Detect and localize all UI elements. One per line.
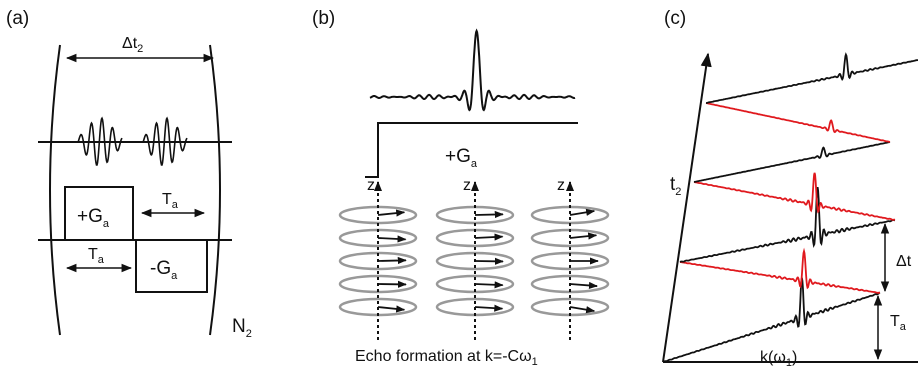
label-sub: 2 — [246, 328, 252, 340]
label-sub: a — [103, 218, 110, 230]
panel-a — [38, 44, 232, 336]
spin-vector — [569, 281, 598, 290]
positive-gradient — [64, 186, 134, 241]
ta-label: Ta — [890, 313, 907, 333]
label-sub: 2 — [675, 186, 681, 198]
panel-b — [365, 122, 578, 178]
label-sub: a — [98, 254, 105, 266]
panel-c — [662, 52, 918, 363]
signal — [693, 141, 891, 183]
label-sub: 2 — [137, 43, 143, 55]
label-sub: a — [171, 270, 178, 282]
gradient-label: -Ga — [150, 258, 178, 282]
signal — [706, 52, 918, 104]
spin-vector — [474, 281, 504, 289]
signal — [705, 102, 891, 143]
label-sub: a — [172, 199, 179, 211]
label-base: Echo formation at k=-Cω — [355, 348, 532, 365]
echo-wavelet — [142, 116, 188, 166]
signal — [679, 247, 880, 294]
spin-vector — [474, 304, 504, 312]
delta-t-label: Δt — [896, 253, 912, 270]
signal — [679, 186, 896, 263]
label-sub: a — [900, 321, 907, 333]
panel-label: (c) — [664, 8, 686, 29]
label-base: T — [890, 313, 900, 330]
gradient-label: +Ga — [445, 146, 478, 170]
bracket-right — [209, 44, 221, 336]
bracket-left — [49, 44, 61, 336]
spin-vector — [474, 210, 504, 219]
ta-label: Ta — [162, 191, 179, 211]
label-base: k(ω — [760, 349, 786, 366]
label-base: N — [232, 316, 246, 337]
spin-vector — [377, 305, 406, 313]
spin-vector — [377, 209, 406, 217]
t-axis — [662, 52, 712, 363]
spin-vector — [474, 233, 504, 241]
label-base: +G — [77, 206, 103, 227]
panel-label: (b) — [312, 8, 335, 29]
label-sub: 1 — [532, 356, 538, 368]
t-axis-label: t2 — [670, 174, 681, 198]
label-tail: ) — [792, 349, 797, 366]
signal — [693, 172, 895, 221]
delta-t-label: Δt2 — [122, 35, 143, 55]
ta-label: Ta — [88, 246, 105, 266]
repeat-label: N2 — [232, 316, 252, 340]
spin-vector — [569, 232, 598, 240]
label-base: t — [670, 174, 676, 195]
panel-label: (a) — [6, 8, 29, 29]
caption: Echo formation at k=-Cω1 — [355, 348, 538, 368]
signal — [662, 277, 881, 363]
gradient-label: +Ga — [77, 206, 110, 230]
spin-vector — [377, 235, 407, 243]
label-base: Δt — [122, 35, 138, 52]
gradient-waveform — [365, 122, 578, 178]
k-axis-label: k(ω1) — [760, 349, 797, 369]
signal — [369, 28, 576, 112]
z-label: z — [557, 177, 565, 194]
z-label: z — [367, 177, 375, 194]
label-sub: 1 — [786, 357, 792, 369]
label-base: +G — [445, 146, 471, 167]
label-base: T — [88, 246, 98, 263]
z-label: z — [463, 177, 471, 194]
spin-vector — [569, 306, 596, 314]
label-sub: a — [471, 158, 478, 170]
label-base: -G — [150, 258, 171, 279]
spin-vector — [377, 256, 407, 265]
spin-vector — [569, 208, 596, 216]
negative-gradient — [135, 239, 208, 293]
label-base: T — [162, 191, 172, 208]
echo-wavelet — [77, 116, 123, 166]
